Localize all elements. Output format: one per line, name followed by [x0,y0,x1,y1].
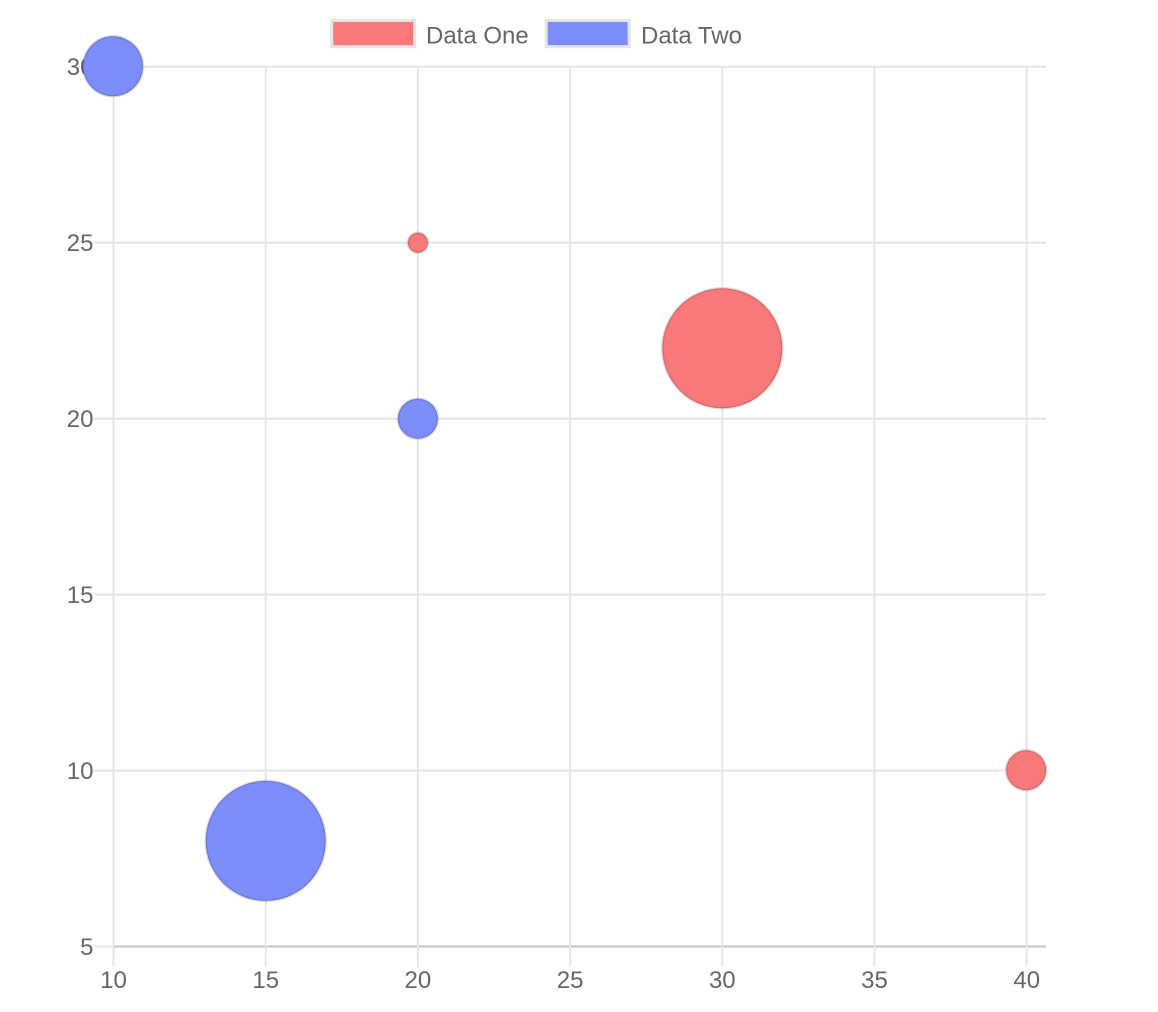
svg-text:30: 30 [709,967,736,994]
svg-text:35: 35 [861,967,888,994]
svg-text:Data Two: Data Two [641,23,742,50]
svg-text:20: 20 [67,406,94,433]
svg-text:10: 10 [67,758,94,785]
svg-text:15: 15 [67,582,94,609]
svg-text:10: 10 [100,967,127,994]
svg-text:40: 40 [1013,967,1040,994]
svg-text:5: 5 [80,934,93,961]
svg-text:15: 15 [252,967,279,994]
svg-text:25: 25 [67,230,94,257]
svg-text:20: 20 [405,967,432,994]
svg-text:25: 25 [557,967,584,994]
svg-text:Data One: Data One [426,23,529,50]
